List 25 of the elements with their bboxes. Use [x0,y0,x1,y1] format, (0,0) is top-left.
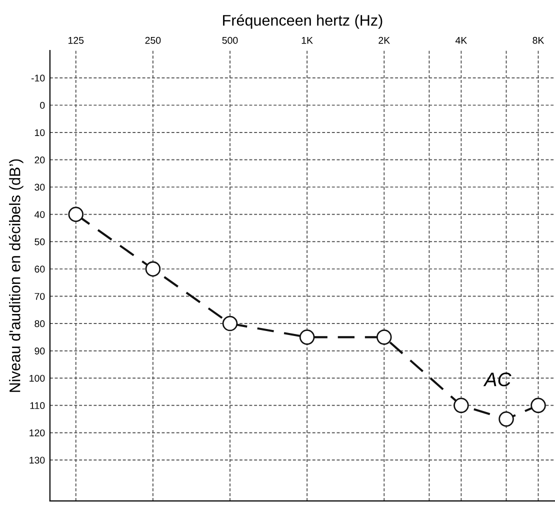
y-tick-label: -10 [31,74,45,82]
y-tick-label: 0 [40,102,45,109]
y-tick-label: 100 [30,374,45,382]
x-tick-label: 8K [532,36,544,44]
y-tick-label: 90 [34,348,45,354]
y-tick-label: 130 [30,456,45,464]
y-tick-label: 80 [34,320,45,328]
x-tick-label: 125 [68,36,84,44]
y-tick-label: 70 [34,292,45,300]
y-tick-label: 120 [30,429,45,436]
y-tick-label: 50 [34,238,45,246]
x-tick-label: 4K [455,37,468,44]
x-tick-label: 2K [378,36,390,44]
y-tick-label: 10 [35,129,45,136]
y-tick-label: 20 [34,156,45,164]
y-tick-label: 60 [34,266,45,273]
x-tick-label: 500 [222,36,238,44]
y-tick-label: 40 [34,211,45,218]
x-tick-label: 1K [302,37,313,44]
y-tick-label: 30 [34,184,45,191]
y-axis-title: Niveau d'audition en décibels (dB’) [8,159,24,392]
annotation: AC [483,372,512,386]
y-tick-label: 110 [30,402,45,410]
chart-title: Fréquenceen hertz (Hz) [223,14,382,29]
x-tick-label: 250 [145,36,161,44]
